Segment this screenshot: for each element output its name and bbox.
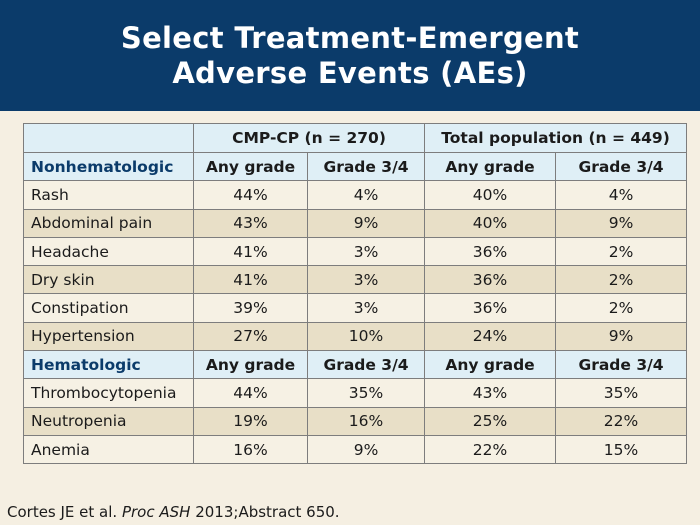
table-cell: 3% xyxy=(306,293,426,323)
subheader-cell: Any grade xyxy=(193,350,308,380)
table-cell: 40% xyxy=(424,180,557,210)
section-label: Hematologic xyxy=(23,350,194,380)
table-row: Rash 44% 4% 40% 4% xyxy=(23,180,688,210)
table-cell: 27% xyxy=(193,321,308,352)
table-cell: 22% xyxy=(424,434,557,465)
citation-details: 2013;Abstract 650. xyxy=(195,503,340,521)
row-label: Rash xyxy=(23,180,194,210)
table-cell: 2% xyxy=(555,265,688,295)
table-cell: 2% xyxy=(555,236,688,267)
row-label: Neutropenia xyxy=(23,406,194,436)
table-cell: 25% xyxy=(424,406,557,436)
citation-authors: Cortes JE et al. xyxy=(7,503,118,521)
slide-title-line-2: Adverse Events (AEs) xyxy=(172,55,528,90)
table-cell: 10% xyxy=(306,321,426,352)
table-cell: 43% xyxy=(193,208,308,238)
table-cell: 9% xyxy=(555,321,688,352)
group-header-total-population: Total population (n = 449) xyxy=(424,123,688,153)
table-cell: 39% xyxy=(193,293,308,323)
table-cell: 2% xyxy=(555,293,688,323)
adverse-events-table: CMP-CP (n = 270) Total population (n = 4… xyxy=(23,123,688,465)
group-header-empty xyxy=(23,123,194,153)
row-label: Anemia xyxy=(23,434,194,465)
group-header-row: CMP-CP (n = 270) Total population (n = 4… xyxy=(23,123,688,153)
citation: Cortes JE et al. Proc ASH 2013;Abstract … xyxy=(7,503,340,521)
table-row: Headache 41% 3% 36% 2% xyxy=(23,236,688,267)
table-cell: 4% xyxy=(306,180,426,210)
section-header-row: Nonhematologic Any grade Grade 3/4 Any g… xyxy=(23,151,688,182)
table-cell: 24% xyxy=(424,321,557,352)
table-row: Constipation 39% 3% 36% 2% xyxy=(23,293,688,323)
table-cell: 36% xyxy=(424,293,557,323)
subheader-cell: Any grade xyxy=(424,350,557,380)
table-cell: 22% xyxy=(555,406,688,436)
table-cell: 41% xyxy=(193,265,308,295)
subheader-cell: Any grade xyxy=(193,151,308,182)
table-cell: 3% xyxy=(306,265,426,295)
table-cell: 4% xyxy=(555,180,688,210)
table-cell: 43% xyxy=(424,378,557,408)
citation-journal: Proc ASH xyxy=(121,503,191,521)
row-label: Thrombocytopenia xyxy=(23,378,194,408)
table-cell: 36% xyxy=(424,265,557,295)
table-cell: 35% xyxy=(555,378,688,408)
table-row: Abdominal pain 43% 9% 40% 9% xyxy=(23,208,688,238)
subheader-cell: Grade 3/4 xyxy=(555,350,688,380)
table-cell: 3% xyxy=(306,236,426,267)
group-header-cmp-cp: CMP-CP (n = 270) xyxy=(192,123,426,153)
row-label: Headache xyxy=(23,236,194,267)
table-cell: 41% xyxy=(193,236,308,267)
table-cell: 9% xyxy=(555,208,688,238)
table-cell: 40% xyxy=(424,208,557,238)
section-header-row: Hematologic Any grade Grade 3/4 Any grad… xyxy=(23,350,688,380)
table-row: Neutropenia 19% 16% 25% 22% xyxy=(23,406,688,436)
table-cell: 35% xyxy=(306,378,426,408)
table-row: Hypertension 27% 10% 24% 9% xyxy=(23,321,688,352)
table-cell: 15% xyxy=(555,434,688,465)
slide-title-line-1: Select Treatment-Emergent xyxy=(120,20,580,55)
table-cell: 44% xyxy=(193,180,308,210)
table-cell: 16% xyxy=(193,434,308,465)
section-label: Nonhematologic xyxy=(23,151,194,182)
row-label: Abdominal pain xyxy=(23,208,194,238)
subheader-cell: Grade 3/4 xyxy=(306,350,426,380)
subheader-cell: Grade 3/4 xyxy=(306,151,426,182)
subheader-cell: Grade 3/4 xyxy=(555,151,688,182)
row-label: Hypertension xyxy=(23,321,194,352)
table-cell: 19% xyxy=(193,406,308,436)
table-cell: 9% xyxy=(306,434,426,465)
table-row: Thrombocytopenia 44% 35% 43% 35% xyxy=(23,378,688,408)
title-banner: Select Treatment-Emergent Adverse Events… xyxy=(0,0,700,111)
table-cell: 44% xyxy=(193,378,308,408)
table-row: Dry skin 41% 3% 36% 2% xyxy=(23,265,688,295)
table-cell: 36% xyxy=(424,236,557,267)
table-cell: 16% xyxy=(306,406,426,436)
subheader-cell: Any grade xyxy=(424,151,557,182)
table-row: Anemia 16% 9% 22% 15% xyxy=(23,434,688,465)
row-label: Dry skin xyxy=(23,265,194,295)
table-cell: 9% xyxy=(306,208,426,238)
row-label: Constipation xyxy=(23,293,194,323)
